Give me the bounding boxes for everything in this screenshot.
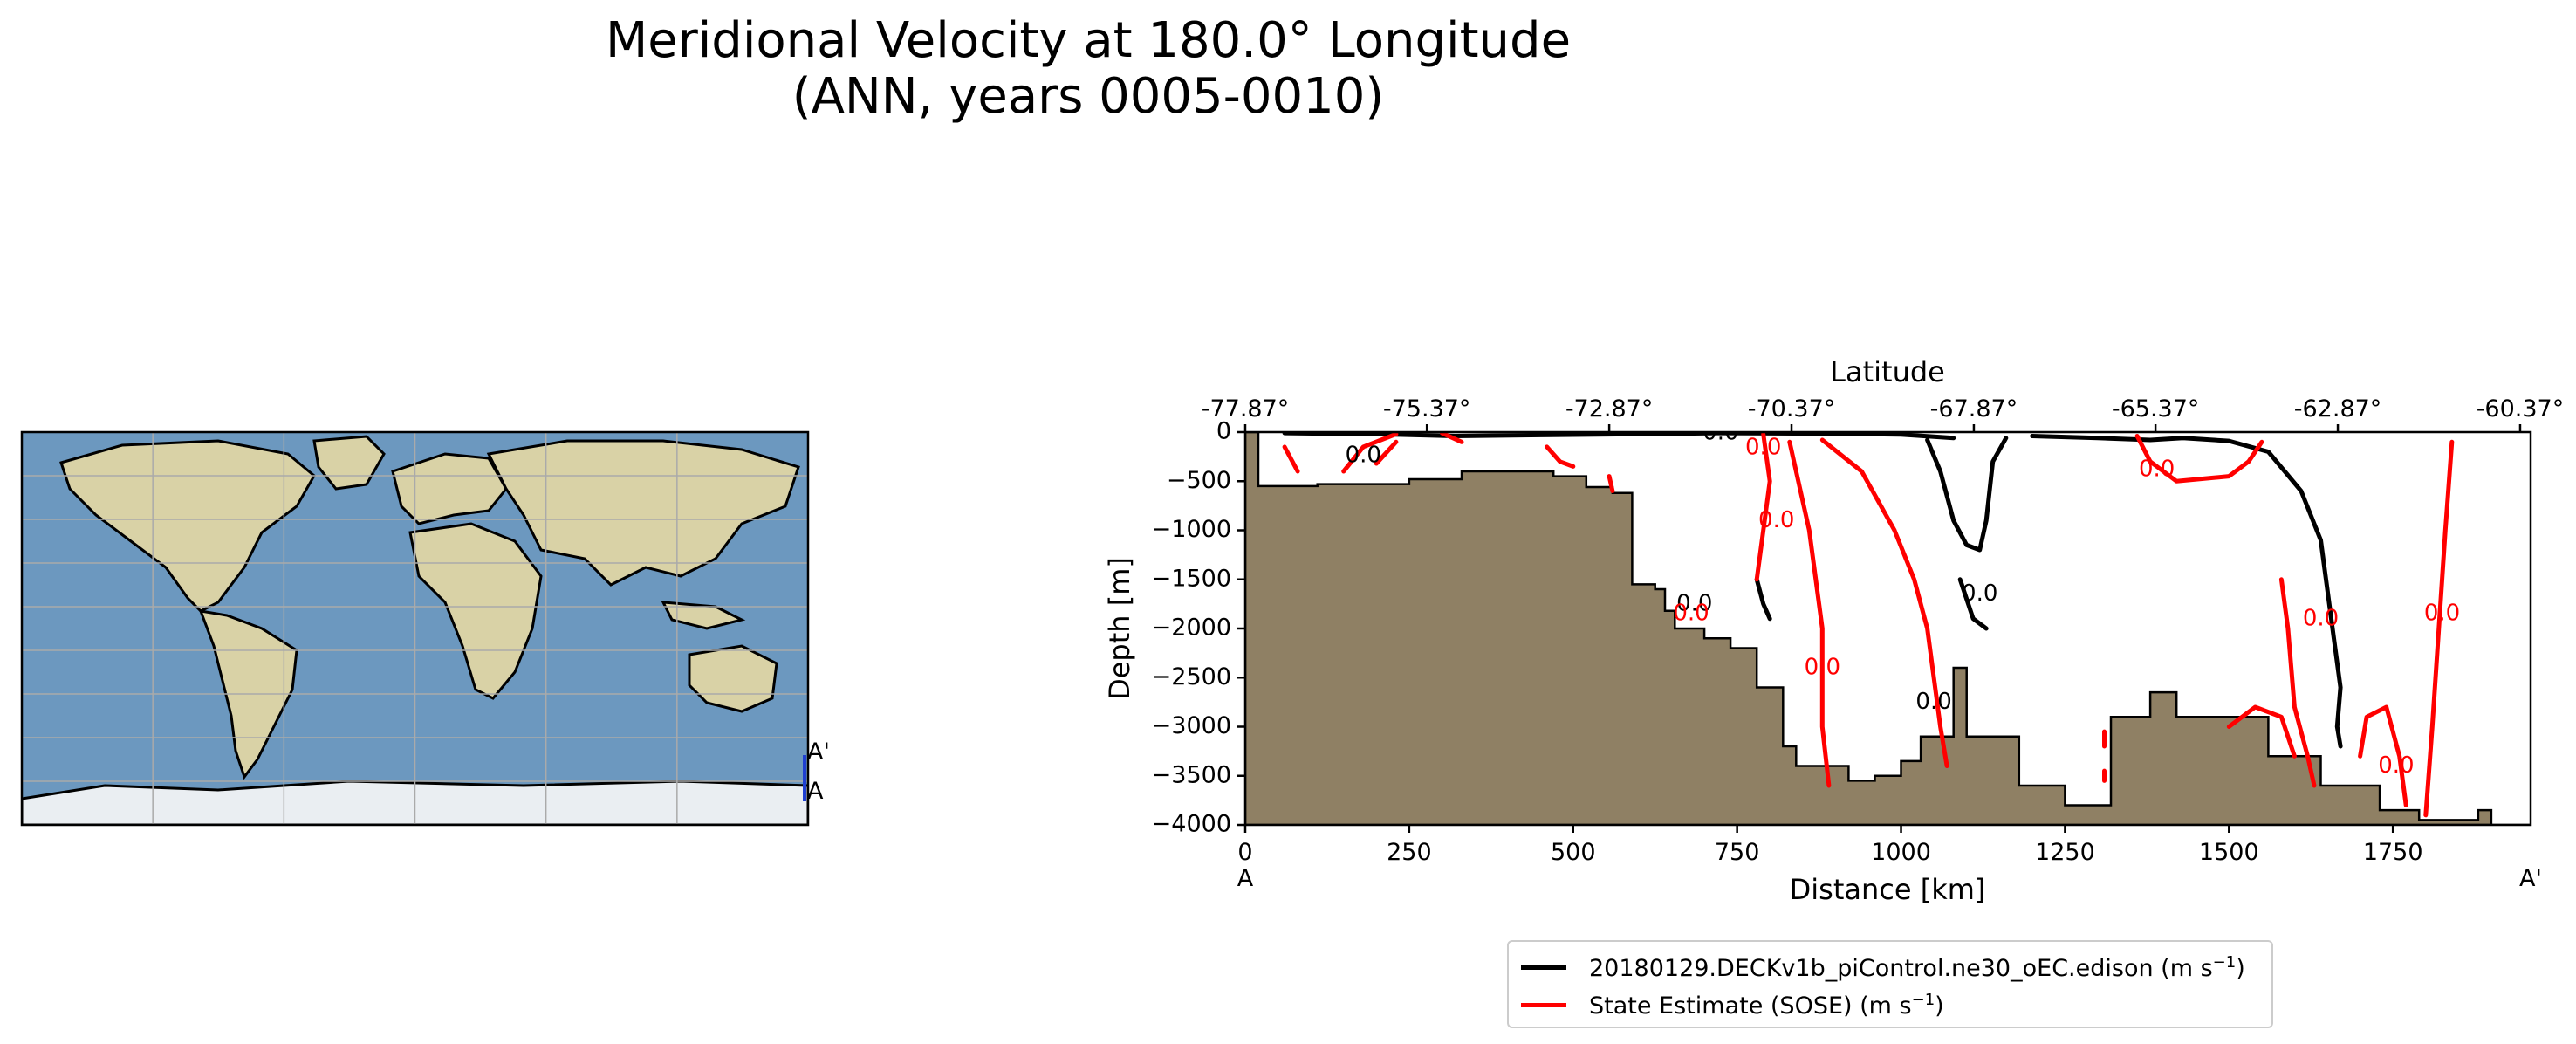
legend-entry-sose: State Estimate (SOSE) (m s−1)	[1509, 987, 1944, 1022]
x-tick-label: 1000	[1871, 839, 1931, 866]
contour-line-series-1	[1341, 432, 1399, 474]
bottom-endpoint-a: A	[1237, 865, 1254, 892]
contour-value-label: 0.0	[1915, 689, 1951, 715]
map-frame	[20, 430, 810, 827]
contour-line-series-1	[1819, 437, 1949, 768]
contour-value-label: 0.0	[2139, 456, 2175, 482]
map-endpoint-a-prime: A'	[807, 738, 830, 766]
y-tick-label: −2000	[1152, 615, 1231, 642]
contour-value-label: 0.0	[1962, 580, 1997, 607]
contour-value-label: 0.0	[2378, 752, 2414, 779]
contour-line-series-1	[2278, 577, 2317, 788]
contour-value-label: 0.0	[2303, 605, 2339, 631]
y-tick-label: −1000	[1152, 516, 1231, 543]
contour-line-series-1	[2226, 704, 2297, 759]
legend-label-model-name: 20180129.DECKv1b_piControl.ne30_oEC.edis…	[1589, 954, 2213, 982]
figure-title-line-2: (ANN, years 0005-0010)	[791, 68, 1385, 125]
top-tick-label: -72.87°	[1565, 395, 1654, 422]
legend-label-sose-suffix: )	[1935, 992, 1944, 1020]
legend-swatch-model	[1521, 965, 1566, 970]
y-axis-label: Depth [m]	[1103, 557, 1136, 700]
contour-line-series-1	[1545, 444, 1576, 469]
continent-africa	[408, 522, 543, 700]
contour-value-label: 0.0	[1745, 435, 1781, 461]
legend-label-sose-name: State Estimate (SOSE) (m s	[1589, 992, 1912, 1020]
x-axis-label: Distance [km]	[1790, 873, 1986, 906]
contour-line-series-1	[1754, 432, 1772, 582]
contour-value-label: 0.0	[1673, 601, 1709, 627]
y-tick-label: 0	[1216, 418, 1231, 445]
top-tick-label: -77.87°	[1202, 395, 1290, 422]
island-indonesia	[661, 601, 746, 630]
legend-swatch-sose	[1521, 1002, 1566, 1007]
y-tick-label: −3000	[1152, 712, 1231, 739]
contour-value-label: 0.0	[1346, 443, 1381, 469]
y-tick-label: −4000	[1152, 811, 1231, 838]
y-tick-label: −500	[1167, 467, 1231, 494]
contour-line-series-0	[1925, 436, 2009, 553]
legend: 20180129.DECKv1b_piControl.ne30_oEC.edis…	[1507, 940, 2273, 1028]
top-axis-label: Latitude	[1830, 355, 1945, 388]
contour-value-label: 0.0	[1702, 420, 1738, 446]
top-tick-label: -70.37°	[1748, 395, 1836, 422]
legend-label-sose: State Estimate (SOSE) (m s−1)	[1589, 991, 1944, 1020]
bottom-endpoint-a-prime: A'	[2519, 865, 2542, 892]
map-endpoint-a: A	[807, 778, 824, 805]
x-tick-label: 1250	[2035, 839, 2095, 866]
top-tick-label: -75.37°	[1383, 395, 1471, 422]
y-tick-label: −1500	[1152, 565, 1231, 592]
contour-line-series-1	[2358, 704, 2408, 807]
continent-europe	[391, 452, 508, 525]
contour-line-series-0	[1754, 577, 1772, 622]
contour-value-label: 0.0	[2424, 601, 2460, 627]
world-map	[20, 430, 810, 827]
contour-value-label: 0.0	[1758, 507, 1794, 533]
legend-label-sose-exponent: −1	[1911, 990, 1935, 1009]
legend-label-model: 20180129.DECKv1b_piControl.ne30_oEC.edis…	[1589, 953, 2245, 982]
bathymetry-fill	[1245, 432, 2531, 825]
contour-line-series-1	[2423, 439, 2455, 818]
x-tick-label: 1500	[2199, 839, 2259, 866]
continent-north-america	[59, 439, 316, 613]
x-tick-label: 1750	[2363, 839, 2423, 866]
section-plot: 0.00.00.0 0.00.00.00.00.00.00.00.00.00.0 …	[1103, 355, 2564, 906]
map-gridlines	[22, 432, 808, 825]
legend-label-model-exponent: −1	[2212, 952, 2237, 972]
x-tick-label: 250	[1387, 839, 1432, 866]
contour-line-series-1	[1440, 432, 1464, 444]
contour-line-series-1	[1787, 439, 1832, 788]
contour-line-series-1	[1282, 444, 1300, 474]
top-tick-label: -65.37°	[2112, 395, 2200, 422]
top-tick-label: -67.87°	[1930, 395, 2018, 422]
top-tick-label: -62.87°	[2294, 395, 2382, 422]
continent-asia	[486, 439, 800, 587]
contour-line-series-0	[1282, 432, 1956, 441]
contour-line-series-0	[1957, 577, 1989, 631]
figure-title-line-1: Meridional Velocity at 180.0° Longitude	[605, 12, 1572, 69]
x-tick-label: 500	[1551, 839, 1596, 866]
contour-value-label: 0.0	[1676, 590, 1712, 616]
y-tick-label: −2500	[1152, 663, 1231, 690]
x-tick-label: 750	[1715, 839, 1760, 866]
contour-line-series-0	[2030, 434, 2343, 749]
y-tick-label: −3500	[1152, 761, 1231, 788]
legend-entry-model: 20180129.DECKv1b_piControl.ne30_oEC.edis…	[1509, 950, 2245, 985]
top-tick-label: -60.37°	[2477, 395, 2565, 422]
contour-value-label: 0.0	[1805, 655, 1840, 681]
x-tick-label: 0	[1237, 839, 1252, 866]
continent-australia	[688, 644, 778, 713]
legend-label-model-suffix: )	[2236, 954, 2245, 982]
contour-line-series-1	[2134, 434, 2264, 484]
contour-line-series-1	[1607, 474, 1615, 493]
contour-line-series-1	[1374, 439, 1399, 466]
